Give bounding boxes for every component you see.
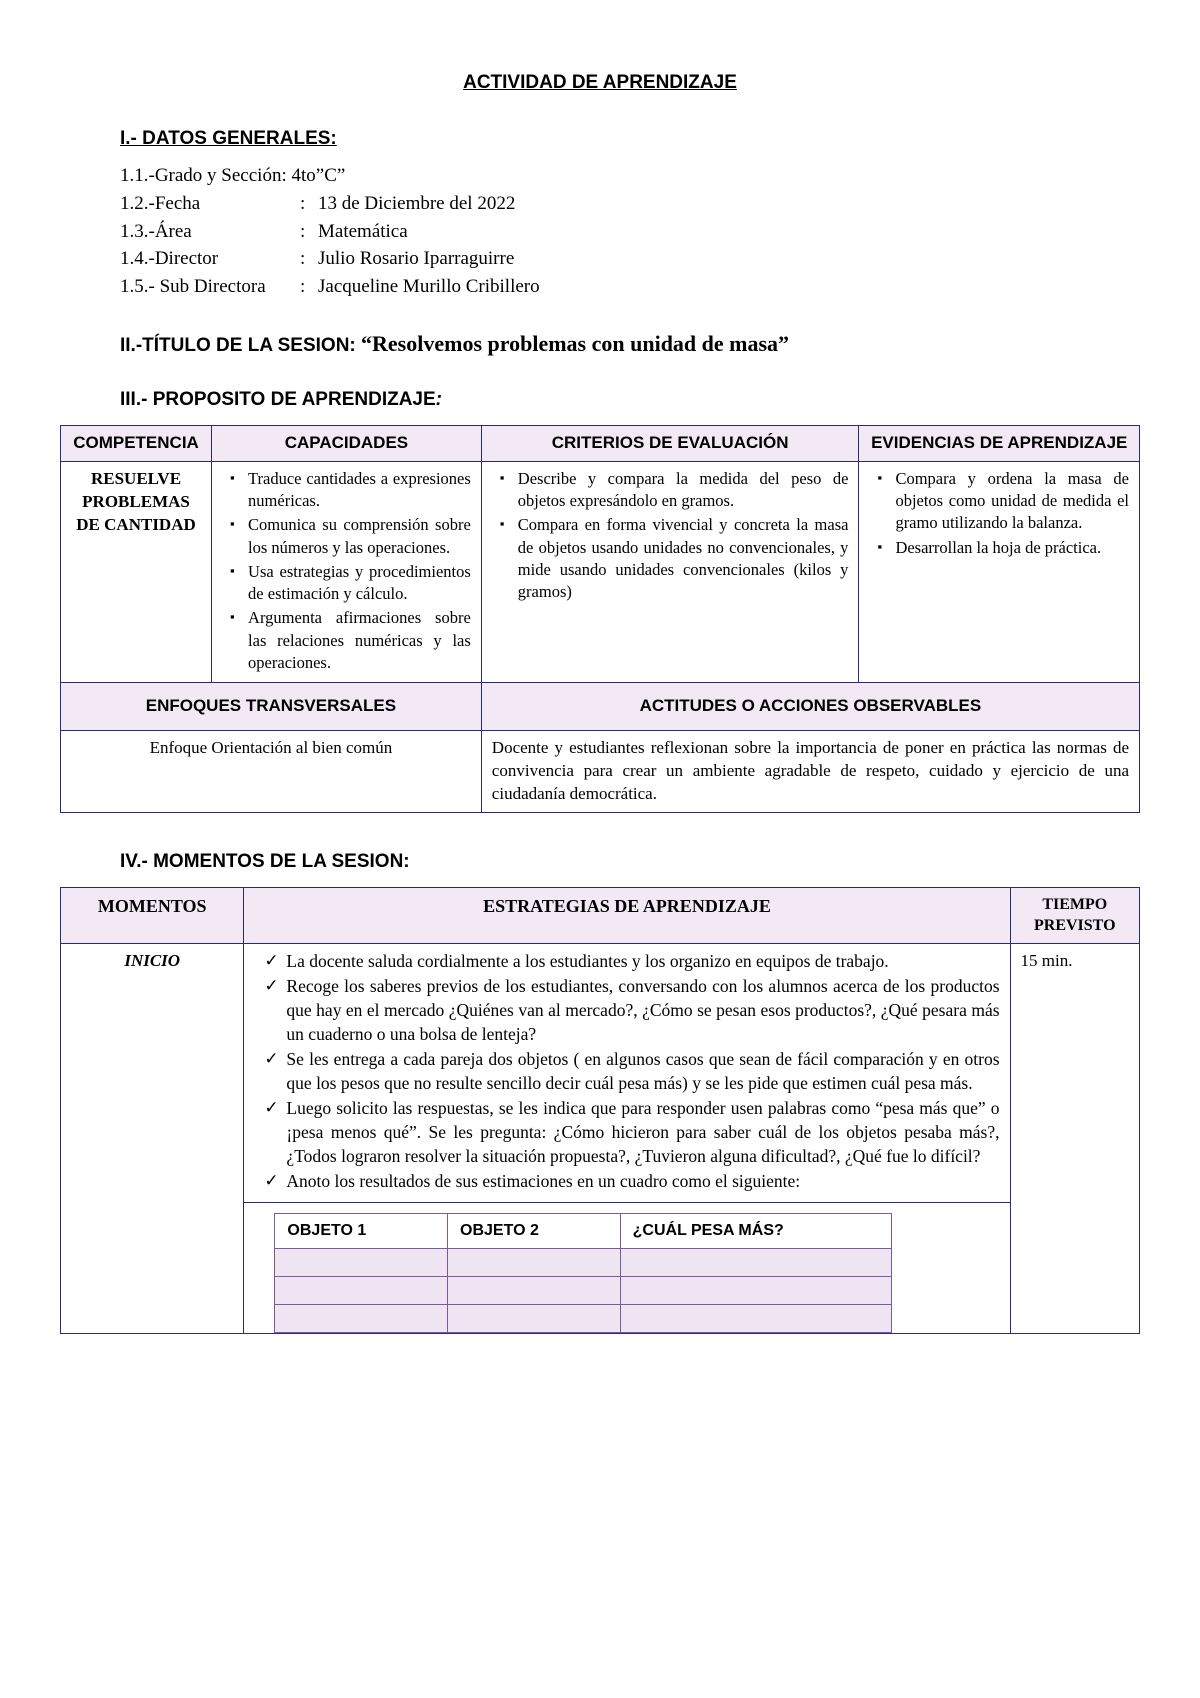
datos-label: 1.3.-Área bbox=[120, 219, 300, 245]
empty-cell bbox=[275, 1304, 448, 1332]
inner-table-container: OBJETO 1 OBJETO 2 ¿CUÁL PESA MÁS? bbox=[244, 1203, 1009, 1333]
list-item: La docente saluda cordialmente a los est… bbox=[260, 950, 999, 974]
table-subheader-row: ENFOQUES TRANSVERSALES ACTITUDES O ACCIO… bbox=[61, 683, 1140, 731]
list-item: Anoto los resultados de sus estimaciones… bbox=[260, 1170, 999, 1194]
table-row: Enfoque Orientación al bien común Docent… bbox=[61, 731, 1140, 813]
section-heading-datos: I.- DATOS GENERALES: bbox=[120, 126, 1140, 152]
list-item: Recoge los saberes previos de los estudi… bbox=[260, 975, 999, 1046]
th-evidencias: EVIDENCIAS DE APRENDIZAJE bbox=[859, 425, 1140, 461]
th-tiempo: TIEMPO PREVISTO bbox=[1010, 887, 1139, 943]
criterios-list: Describe y compara la medida del peso de… bbox=[492, 468, 849, 604]
list-item: Argumenta afirmaciones sobre las relacio… bbox=[226, 607, 471, 674]
table-header-row: MOMENTOS ESTRATEGIAS DE APRENDIZAJE TIEM… bbox=[61, 887, 1140, 943]
th-capacidades: CAPACIDADES bbox=[212, 425, 482, 461]
list-item: Usa estrategias y procedimientos de esti… bbox=[226, 561, 471, 606]
proposito-text: III.- PROPOSITO DE APRENDIZAJE bbox=[120, 389, 436, 410]
table-header-row: COMPETENCIA CAPACIDADES CRITERIOS DE EVA… bbox=[61, 425, 1140, 461]
cell-tiempo: 15 min. bbox=[1010, 943, 1139, 1333]
th-estrategias: ESTRATEGIAS DE APRENDIZAJE bbox=[244, 887, 1010, 943]
list-item: Describe y compara la medida del peso de… bbox=[496, 468, 849, 513]
table-row: INICIO La docente saluda cordialmente a … bbox=[61, 943, 1140, 1202]
datos-label: 1.5.- Sub Directora bbox=[120, 274, 300, 300]
proposito-colon: : bbox=[436, 389, 442, 410]
cell-enfoques: Enfoque Orientación al bien común bbox=[61, 731, 482, 813]
empty-cell bbox=[620, 1276, 891, 1304]
evidencias-list: Compara y ordena la masa de objetos como… bbox=[869, 468, 1129, 559]
datos-colon: : bbox=[300, 191, 318, 217]
datos-value: Jacqueline Murillo Cribillero bbox=[318, 274, 1140, 300]
datos-row: 1.3.-Área : Matemática bbox=[120, 219, 1140, 245]
datos-colon: : bbox=[300, 274, 318, 300]
list-item: Compara en forma vivencial y concreta la… bbox=[496, 514, 849, 603]
section-heading-momentos: IV.- MOMENTOS DE LA SESION: bbox=[120, 849, 1140, 875]
datos-value: 13 de Diciembre del 2022 bbox=[318, 191, 1140, 217]
list-item: Traduce cantidades a expresiones numéric… bbox=[226, 468, 471, 513]
th-competencia: COMPETENCIA bbox=[61, 425, 212, 461]
table-row bbox=[275, 1304, 891, 1332]
datos-value: Julio Rosario Iparraguirre bbox=[318, 246, 1140, 272]
cell-competencia: RESUELVE PROBLEMAS DE CANTIDAD bbox=[61, 461, 212, 682]
cell-momento-inicio: INICIO bbox=[61, 943, 244, 1333]
datos-value: Matemática bbox=[318, 219, 1140, 245]
datos-row: 1.4.-Director : Julio Rosario Iparraguir… bbox=[120, 246, 1140, 272]
empty-cell bbox=[620, 1304, 891, 1332]
objeto-table: OBJETO 1 OBJETO 2 ¿CUÁL PESA MÁS? bbox=[274, 1213, 891, 1333]
datos-colon: : bbox=[300, 219, 318, 245]
proposito-table: COMPETENCIA CAPACIDADES CRITERIOS DE EVA… bbox=[60, 425, 1140, 813]
th-criterios: CRITERIOS DE EVALUACIÓN bbox=[481, 425, 859, 461]
datos-row: 1.2.-Fecha : 13 de Diciembre del 2022 bbox=[120, 191, 1140, 217]
list-item: Desarrollan la hoja de práctica. bbox=[873, 537, 1129, 559]
cell-inner-table-wrap: OBJETO 1 OBJETO 2 ¿CUÁL PESA MÁS? bbox=[244, 1202, 1010, 1333]
cell-criterios: Describe y compara la medida del peso de… bbox=[481, 461, 859, 682]
datos-row: 1.1.-Grado y Sección: 4to”C” bbox=[120, 163, 1140, 189]
list-item: Se les entrega a cada pareja dos objetos… bbox=[260, 1048, 999, 1095]
section-heading-proposito: III.- PROPOSITO DE APRENDIZAJE: bbox=[120, 387, 1140, 413]
estrategias-list: La docente saluda cordialmente a los est… bbox=[254, 950, 999, 1194]
cell-evidencias: Compara y ordena la masa de objetos como… bbox=[859, 461, 1140, 682]
th-objeto2: OBJETO 2 bbox=[448, 1213, 621, 1248]
empty-cell bbox=[620, 1248, 891, 1276]
datos-generales-list: 1.1.-Grado y Sección: 4to”C” 1.2.-Fecha … bbox=[120, 163, 1140, 299]
cell-estrategias: La docente saluda cordialmente a los est… bbox=[244, 943, 1010, 1202]
empty-cell bbox=[448, 1304, 621, 1332]
empty-cell bbox=[448, 1248, 621, 1276]
datos-label: 1.4.-Director bbox=[120, 246, 300, 272]
th-enfoques: ENFOQUES TRANSVERSALES bbox=[61, 683, 482, 731]
titulo-prefix: II.-TÍTULO DE LA SESION: bbox=[120, 335, 361, 356]
datos-full-line: 1.1.-Grado y Sección: 4to”C” bbox=[120, 163, 345, 189]
datos-label: 1.2.-Fecha bbox=[120, 191, 300, 217]
list-item: Comunica su comprensión sobre los número… bbox=[226, 514, 471, 559]
datos-colon: : bbox=[300, 246, 318, 272]
table-row: RESUELVE PROBLEMAS DE CANTIDAD Traduce c… bbox=[61, 461, 1140, 682]
cell-capacidades: Traduce cantidades a expresiones numéric… bbox=[212, 461, 482, 682]
th-objeto1: OBJETO 1 bbox=[275, 1213, 448, 1248]
document-title: ACTIVIDAD DE APRENDIZAJE bbox=[60, 70, 1140, 96]
empty-cell bbox=[448, 1276, 621, 1304]
th-momentos: MOMENTOS bbox=[61, 887, 244, 943]
th-cual-pesa: ¿CUÁL PESA MÁS? bbox=[620, 1213, 891, 1248]
capacidades-list: Traduce cantidades a expresiones numéric… bbox=[222, 468, 471, 674]
table-row bbox=[275, 1248, 891, 1276]
datos-row: 1.5.- Sub Directora : Jacqueline Murillo… bbox=[120, 274, 1140, 300]
list-item: Luego solicito las respuestas, se les in… bbox=[260, 1097, 999, 1168]
list-item: Compara y ordena la masa de objetos como… bbox=[873, 468, 1129, 535]
titulo-quote: “Resolvemos problemas con unidad de masa… bbox=[361, 331, 789, 356]
th-actitudes: ACTITUDES O ACCIONES OBSERVABLES bbox=[481, 683, 1139, 731]
empty-cell bbox=[275, 1276, 448, 1304]
section-heading-titulo: II.-TÍTULO DE LA SESION: “Resolvemos pro… bbox=[120, 329, 1140, 359]
empty-cell bbox=[275, 1248, 448, 1276]
table-header-row: OBJETO 1 OBJETO 2 ¿CUÁL PESA MÁS? bbox=[275, 1213, 891, 1248]
table-row bbox=[275, 1276, 891, 1304]
cell-actitudes: Docente y estudiantes reflexionan sobre … bbox=[481, 731, 1139, 813]
momentos-table: MOMENTOS ESTRATEGIAS DE APRENDIZAJE TIEM… bbox=[60, 887, 1140, 1334]
